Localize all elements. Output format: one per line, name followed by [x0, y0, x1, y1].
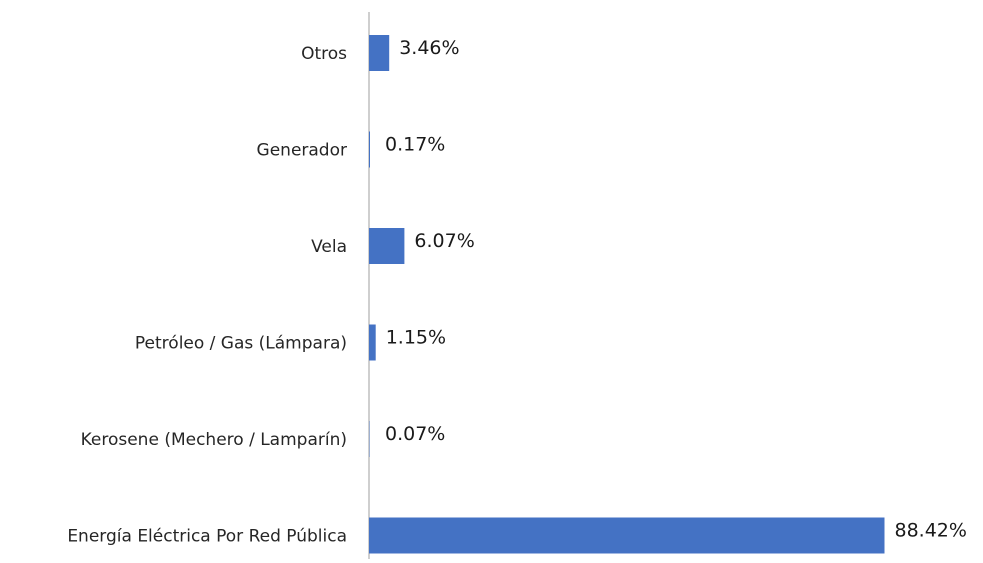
category-label-4: Kerosene (Mechero / Lamparín) [81, 430, 347, 450]
bar-3 [369, 325, 376, 361]
category-label-3: Petróleo / Gas (Lámpara) [135, 334, 347, 354]
bar-5 [369, 518, 885, 554]
category-label-5: Energía Eléctrica Por Red Pública [67, 527, 347, 547]
bar-2 [369, 228, 404, 264]
data-label-1: 0.17% [385, 134, 445, 156]
data-label-5: 88.42% [895, 520, 967, 542]
category-label-2: Vela [311, 237, 347, 257]
bars-layer [369, 35, 885, 554]
bar-0 [369, 35, 389, 71]
bar-1 [369, 132, 370, 168]
category-label-0: Otros [301, 44, 347, 64]
data-label-4: 0.07% [385, 423, 445, 445]
data-labels: 3.46% 0.17% 6.07% 1.15% 0.07% 88.42% [385, 37, 967, 542]
category-label-1: Generador [257, 141, 347, 161]
data-label-3: 1.15% [386, 327, 446, 349]
category-labels: Otros Generador Vela Petróleo / Gas (Lámpar… [67, 44, 347, 547]
data-label-0: 3.46% [399, 37, 459, 59]
data-label-2: 6.07% [414, 230, 474, 252]
